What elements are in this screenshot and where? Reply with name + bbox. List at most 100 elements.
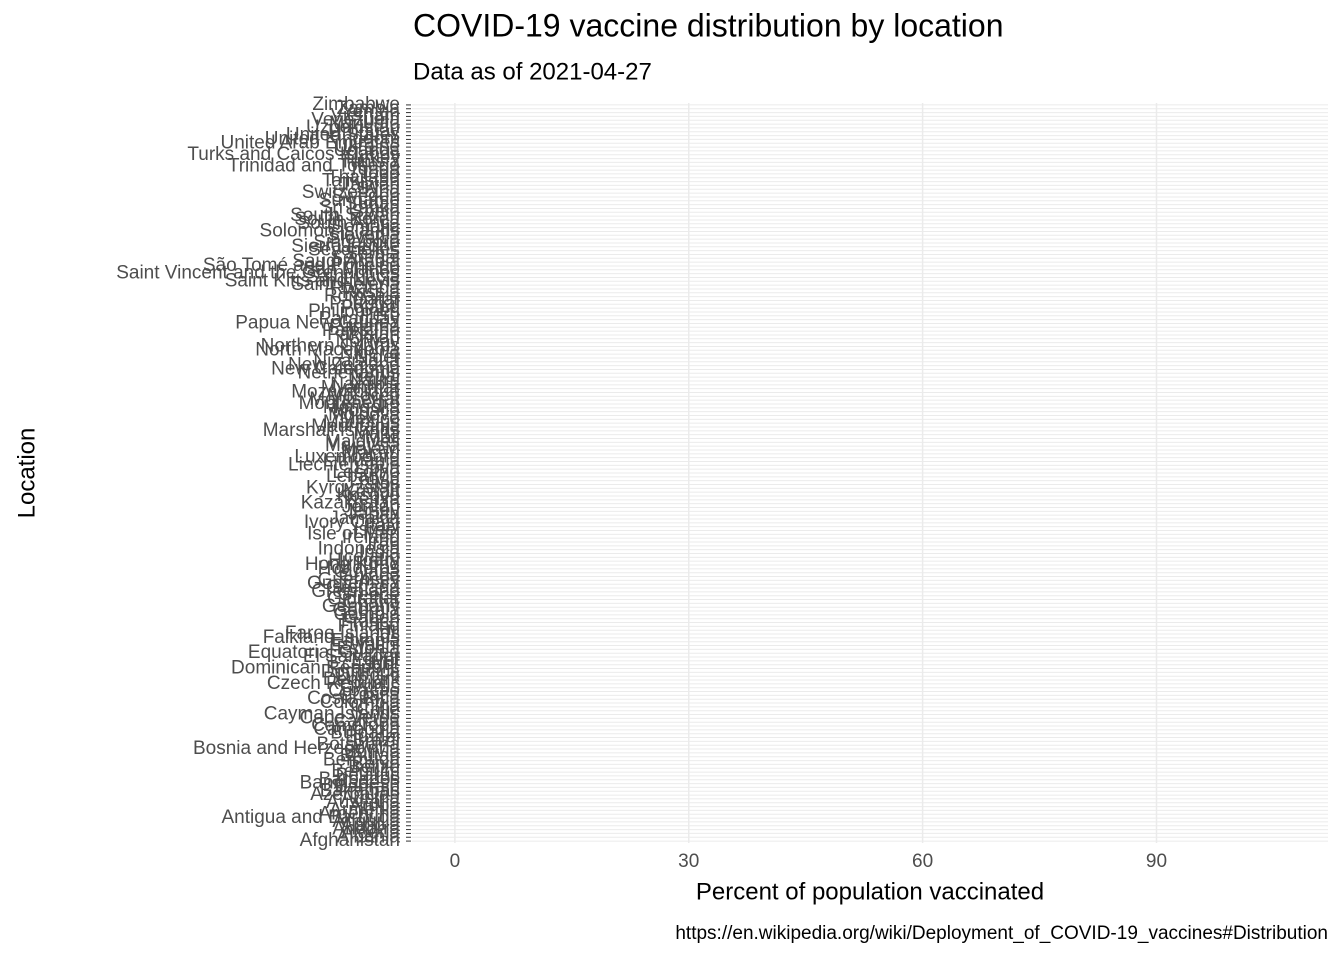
y-tick-label: Ireland <box>342 527 400 548</box>
y-tick-label: Ethiopia <box>331 631 400 652</box>
y-tick-label: Saint Lucia <box>306 266 400 287</box>
y-tick-label: Mauritius <box>323 412 400 433</box>
x-tick-label: 0 <box>450 851 461 872</box>
y-tick-label: Turks and Caicos Islands <box>187 144 400 165</box>
y-tick-label: Romania <box>324 286 400 307</box>
y-tick-label: Zimbabwe <box>312 94 400 115</box>
y-tick-label: Spain <box>351 201 400 222</box>
y-tick-label: Poland <box>341 297 400 318</box>
y-tick-label: Saint Helena <box>291 274 400 295</box>
y-tick-label: Gibraltar <box>327 589 401 610</box>
y-tick-label: Curaçao <box>328 681 400 702</box>
y-tick-label: Belgium <box>331 761 400 782</box>
y-tick-label: Finland <box>338 615 400 636</box>
y-tick-label: Belarus <box>336 765 400 786</box>
y-tick-label: Australia <box>326 792 400 813</box>
y-tick-label: Macau <box>343 443 400 464</box>
y-tick-label: India <box>359 543 401 564</box>
y-tick-label: Lithuania <box>323 451 401 472</box>
y-tick-label: Azerbaijan <box>310 784 400 805</box>
y-tick-label: Grenada <box>326 577 400 598</box>
y-tick-label: Bangladesh <box>300 773 400 794</box>
y-tick-label: Cambodia <box>313 719 400 740</box>
y-tick-label: Ukraine <box>335 136 400 157</box>
y-tick-label: Yemen <box>342 102 400 123</box>
chart-title: COVID-19 vaccine distribution by locatio… <box>413 7 1004 43</box>
y-tick-label: Guinea <box>339 566 401 587</box>
y-tick-label: Turkey <box>343 148 401 169</box>
y-tick-label: Cayman Islands <box>264 704 400 725</box>
y-tick-label: Ghana <box>343 592 400 613</box>
y-tick-label: Benin <box>351 753 400 774</box>
y-tick-label: Canada <box>333 711 400 732</box>
y-tick-label: Papua New Guinea <box>235 312 400 333</box>
y-tick-label: Uruguay <box>328 121 400 142</box>
y-tick-label: Egypt <box>351 650 400 671</box>
y-tick-label: Switzerland <box>302 182 400 203</box>
y-tick-label: Mali <box>365 428 400 449</box>
y-tick-label: Latvia <box>349 470 400 491</box>
y-tick-label: Guyana <box>333 562 400 583</box>
y-tick-label: Oman <box>348 328 400 349</box>
y-tick-label: Bulgaria <box>330 723 400 744</box>
y-tick-label: Uganda <box>333 140 400 161</box>
y-tick-label: Cyprus <box>340 677 400 698</box>
y-tick-label: Nigeria <box>340 343 401 364</box>
y-tick-label: Saint Vincent and the Grenadines <box>116 263 400 284</box>
y-tick-label: Malta <box>354 424 401 445</box>
y-tick-label: Nicaragua <box>313 351 400 372</box>
y-tick-label: Peru <box>360 305 400 326</box>
y-tick-label: Brunei <box>345 727 400 748</box>
y-tick-label: Maldives <box>325 431 400 452</box>
y-tick-label: Chile <box>357 700 400 721</box>
y-tick-label: Portugal <box>329 293 400 314</box>
y-tick-label: Taiwan <box>341 174 400 195</box>
y-tick-label: Somalia <box>331 217 400 238</box>
y-tick-label: Singapore <box>313 232 400 253</box>
y-tick-label: Afghanistan <box>300 830 400 851</box>
caption: https://en.wikipedia.org/wiki/Deployment… <box>675 923 1328 944</box>
y-tick-label: San Marino <box>303 259 400 280</box>
y-tick-label: Algeria <box>341 822 401 843</box>
x-tick-label: 30 <box>678 851 699 872</box>
y-tick-label: Angola <box>341 815 401 836</box>
y-tick-label: Jamaica <box>329 508 400 529</box>
y-tick-label: Bermuda <box>323 750 401 771</box>
y-tick-label: Brazil <box>352 730 400 751</box>
chart-subtitle: Data as of 2021-04-27 <box>413 58 652 85</box>
y-tick-label: Kenya <box>346 489 400 510</box>
y-tick-label: Cape Verde <box>300 707 400 728</box>
y-tick-label: Ecuador <box>329 654 400 675</box>
y-tick-label: Bhutan <box>340 746 400 767</box>
y-axis-title: Location <box>13 428 40 519</box>
y-tick-label: Iceland <box>339 546 400 567</box>
y-tick-label: Slovakia <box>328 228 400 249</box>
y-tick-label: Senegal <box>330 247 400 268</box>
y-tick-label: Bosnia and Herzegovina <box>193 738 400 759</box>
y-tick-label: Northern Cyprus <box>261 335 400 356</box>
y-tick-label: United Kingdom <box>265 128 400 149</box>
y-tick-label: Greece <box>338 585 400 606</box>
y-tick-label: Germany <box>322 596 401 617</box>
y-tick-label: Thailand <box>327 167 400 188</box>
y-tick-label: Israel <box>354 520 400 541</box>
y-tick-label: Isle of Man <box>307 523 400 544</box>
y-tick-label: Tonga <box>348 159 400 180</box>
y-tick-label: Saint Kitts and Nevis <box>225 270 400 291</box>
y-tick-label: Djibouti <box>337 665 400 686</box>
y-tick-label: Norway <box>336 332 401 353</box>
y-tick-label: Mongolia <box>323 397 401 418</box>
y-tick-label: Mexico <box>340 408 400 429</box>
y-tick-label: South Sudan <box>290 205 400 226</box>
y-tick-label: Sudan <box>345 194 400 215</box>
y-tick-label: Kazakhstan <box>301 493 400 514</box>
y-tick-label: Paraguay <box>319 309 401 330</box>
x-axis-title: Percent of population vaccinated <box>696 878 1044 905</box>
y-tick-label: Uzbekistan <box>306 117 400 138</box>
y-tick-label: Aruba <box>349 796 400 817</box>
y-tick-label: Faroe Islands <box>285 623 400 644</box>
y-tick-label: Anguilla <box>332 811 400 832</box>
y-tick-label: Panama <box>329 316 400 337</box>
y-tick-label: Saudi Arabia <box>292 251 400 272</box>
